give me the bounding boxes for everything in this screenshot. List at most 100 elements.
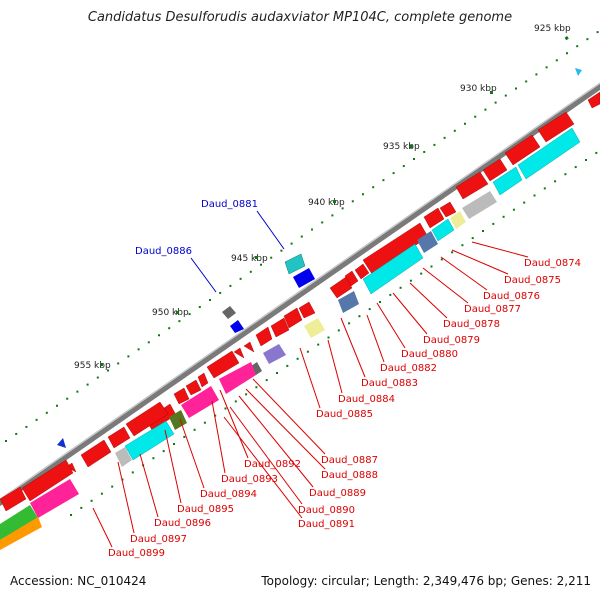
gc-dot bbox=[296, 357, 299, 360]
gc-dot bbox=[239, 277, 242, 280]
gc-dot bbox=[117, 362, 120, 365]
tick-label: 945 kbp bbox=[231, 254, 268, 264]
gc-dot bbox=[158, 334, 160, 337]
gc-dot bbox=[533, 194, 536, 197]
gc-dot bbox=[66, 397, 69, 400]
gc-dot bbox=[504, 94, 507, 97]
gc-dot bbox=[127, 355, 130, 358]
gene-feature bbox=[575, 68, 582, 76]
leader-line bbox=[299, 347, 321, 409]
gc-dot bbox=[70, 514, 72, 516]
gene-label: Daud_0893 bbox=[221, 474, 278, 485]
tick-label: 955 kbp bbox=[74, 361, 111, 371]
leader-line bbox=[219, 389, 249, 459]
gc-dot bbox=[382, 179, 385, 182]
gc-dot bbox=[576, 45, 579, 48]
leader-line bbox=[117, 461, 135, 534]
gene-label: Daud_0892 bbox=[244, 459, 301, 470]
gc-dot bbox=[461, 244, 464, 247]
gc-dot bbox=[15, 432, 18, 435]
leader-line bbox=[211, 400, 226, 474]
gc-dot bbox=[525, 80, 528, 83]
gc-dot bbox=[162, 450, 165, 453]
leader-line bbox=[327, 339, 343, 394]
gc-dot bbox=[96, 376, 99, 379]
tick-marks bbox=[100, 36, 569, 366]
gc-dot bbox=[321, 221, 324, 224]
gene-label: Daud_0890 bbox=[298, 505, 355, 516]
gc-dot bbox=[306, 350, 309, 353]
gc-dot bbox=[492, 222, 495, 225]
gc-dot bbox=[280, 249, 283, 252]
gc-dot bbox=[229, 284, 232, 287]
gc-dot bbox=[188, 313, 191, 316]
leader-line bbox=[340, 317, 366, 378]
gc-dot bbox=[86, 383, 89, 386]
gene-label: Daud_0885 bbox=[316, 409, 373, 420]
gc-dot bbox=[173, 443, 175, 445]
gc-dot bbox=[399, 286, 402, 289]
gene-label: Daud_0897 bbox=[130, 534, 187, 545]
gc-dot bbox=[566, 52, 568, 55]
gc-dot bbox=[25, 425, 28, 428]
gene-label: Daud_0884 bbox=[338, 394, 395, 405]
gc-dot bbox=[348, 322, 351, 325]
leader-line bbox=[409, 282, 448, 319]
gc-dot bbox=[368, 308, 371, 311]
gc-dot bbox=[107, 369, 109, 372]
gene-label: Daud_0874 bbox=[524, 258, 581, 269]
tick-label: 950 kbp bbox=[152, 308, 189, 318]
leader-line bbox=[392, 292, 428, 335]
gc-dot bbox=[198, 306, 201, 309]
gc-dot bbox=[341, 207, 344, 210]
leader-line bbox=[164, 429, 182, 504]
gene-feature bbox=[293, 268, 315, 288]
gc-dot bbox=[152, 457, 155, 460]
gene-label: Daud_0888 bbox=[321, 470, 378, 481]
topology-text: Topology: circular; Length: 2,349,476 bp… bbox=[261, 574, 591, 588]
gc-dot bbox=[474, 115, 477, 118]
gene-label: Daud_0882 bbox=[380, 363, 437, 374]
gene-label: Daud_0883 bbox=[361, 378, 418, 389]
tick-label: 940 kbp bbox=[308, 198, 345, 208]
leader-line bbox=[92, 507, 113, 548]
tick-label: 925 kbp bbox=[534, 24, 571, 34]
leader-line bbox=[256, 210, 285, 250]
gc-dot bbox=[409, 279, 412, 282]
reverse-other-features bbox=[0, 127, 581, 550]
gc-dot bbox=[379, 301, 381, 303]
reverse-labels: Daud_0874 Daud_0875 Daud_0876 Daud_0877 Daud… bbox=[108, 258, 581, 559]
gc-dot bbox=[121, 478, 124, 481]
leader-line bbox=[245, 388, 326, 470]
gc-dot bbox=[100, 492, 103, 495]
gc-dot bbox=[260, 263, 262, 266]
gc-dot bbox=[286, 364, 289, 367]
gc-dot bbox=[430, 265, 433, 268]
gc-dot bbox=[331, 214, 334, 217]
gc-dot bbox=[45, 411, 48, 414]
gc-dot bbox=[402, 165, 405, 168]
gc-dot bbox=[265, 379, 268, 382]
genome-title: Candidatus Desulforudis audaxviator MP10… bbox=[87, 10, 513, 25]
forward-features bbox=[57, 68, 582, 448]
gc-dot bbox=[245, 393, 248, 396]
gc-dot bbox=[413, 158, 415, 160]
leader-line bbox=[440, 256, 488, 291]
gene-label: Daud_0878 bbox=[443, 319, 500, 330]
gc-dot bbox=[512, 208, 515, 211]
gc-dot bbox=[311, 228, 313, 231]
leader-line bbox=[229, 406, 303, 505]
accession-text: Accession: NC_010424 bbox=[10, 574, 147, 588]
reverse-cds bbox=[0, 91, 600, 512]
gc-dot bbox=[545, 66, 548, 69]
gc-dot bbox=[595, 151, 598, 154]
gc-dot bbox=[5, 440, 7, 442]
gc-dot bbox=[193, 428, 196, 431]
gc-dot bbox=[440, 258, 443, 261]
gc-dot bbox=[178, 320, 181, 323]
gc-dot bbox=[494, 101, 497, 104]
gc-dot bbox=[137, 348, 140, 351]
tick-label: 935 kbp bbox=[383, 142, 420, 152]
gene-feature bbox=[284, 253, 306, 275]
gc-dot bbox=[543, 187, 546, 190]
